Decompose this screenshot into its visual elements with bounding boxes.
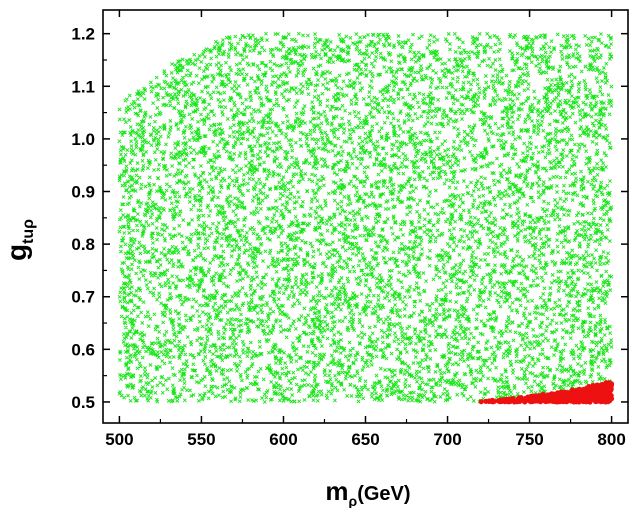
red-point bbox=[589, 397, 595, 403]
red-point bbox=[525, 394, 531, 400]
red-point bbox=[564, 396, 570, 402]
x-axis-label-main: m bbox=[325, 476, 348, 506]
x-tick-label: 800 bbox=[597, 430, 625, 449]
x-tick-label: 600 bbox=[269, 430, 297, 449]
red-point bbox=[595, 389, 601, 395]
green-series-points bbox=[117, 31, 614, 404]
red-point bbox=[604, 384, 610, 390]
red-point bbox=[569, 387, 575, 393]
y-axis: 0.5 0.6 0.7 0.8 0.9 1.0 1.1 1.2 bbox=[71, 25, 628, 412]
red-point bbox=[506, 396, 512, 402]
x-tick-label: 700 bbox=[433, 430, 461, 449]
red-point bbox=[608, 392, 614, 398]
y-tick-label: 1.2 bbox=[71, 25, 95, 44]
red-point bbox=[511, 398, 517, 404]
red-point bbox=[585, 386, 591, 392]
y-tick-label: 0.7 bbox=[71, 288, 95, 307]
y-axis-label-subscript: tuρ bbox=[20, 219, 37, 244]
red-point bbox=[578, 393, 584, 399]
y-tick-label: 0.5 bbox=[71, 393, 95, 412]
x-tick-label: 650 bbox=[351, 430, 379, 449]
red-point bbox=[536, 393, 542, 399]
red-point bbox=[567, 391, 573, 397]
red-point bbox=[590, 384, 597, 390]
red-point bbox=[516, 396, 522, 402]
y-axis-label: gtuρ bbox=[1, 219, 37, 261]
red-point bbox=[583, 392, 589, 399]
red-point bbox=[574, 397, 581, 403]
x-tick-label: 750 bbox=[515, 430, 543, 449]
red-point bbox=[581, 386, 587, 392]
y-tick-label: 1.0 bbox=[71, 130, 95, 149]
x-axis-label-unit: (GeV) bbox=[357, 483, 410, 505]
x-axis-label: mρ(GeV) bbox=[325, 476, 410, 508]
red-point bbox=[544, 393, 550, 400]
red-point bbox=[529, 396, 536, 403]
red-point bbox=[478, 399, 484, 405]
red-point bbox=[550, 391, 556, 397]
x-tick-label: 500 bbox=[105, 430, 133, 449]
red-point bbox=[583, 397, 589, 403]
red-series-points bbox=[478, 380, 615, 405]
x-axis-label-subscript: ρ bbox=[349, 493, 358, 508]
red-point bbox=[600, 390, 606, 396]
red-point bbox=[500, 397, 506, 403]
red-point bbox=[603, 399, 609, 405]
red-point bbox=[559, 396, 565, 403]
y-axis-label-main: g bbox=[1, 244, 32, 261]
red-point bbox=[555, 391, 561, 398]
y-tick-label: 0.6 bbox=[71, 340, 95, 359]
red-point bbox=[546, 398, 552, 404]
x-tick-label: 550 bbox=[187, 430, 215, 449]
y-tick-label: 0.9 bbox=[71, 183, 95, 202]
red-point bbox=[598, 397, 605, 403]
y-tick-label: 0.8 bbox=[71, 235, 95, 254]
red-point bbox=[535, 397, 541, 403]
red-point bbox=[486, 398, 492, 404]
x-axis: 500 550 600 650 700 750 800 bbox=[105, 10, 626, 449]
red-point bbox=[555, 396, 561, 402]
green-x-markers bbox=[117, 31, 614, 404]
y-tick-label: 1.1 bbox=[71, 77, 95, 96]
red-point bbox=[576, 386, 583, 392]
